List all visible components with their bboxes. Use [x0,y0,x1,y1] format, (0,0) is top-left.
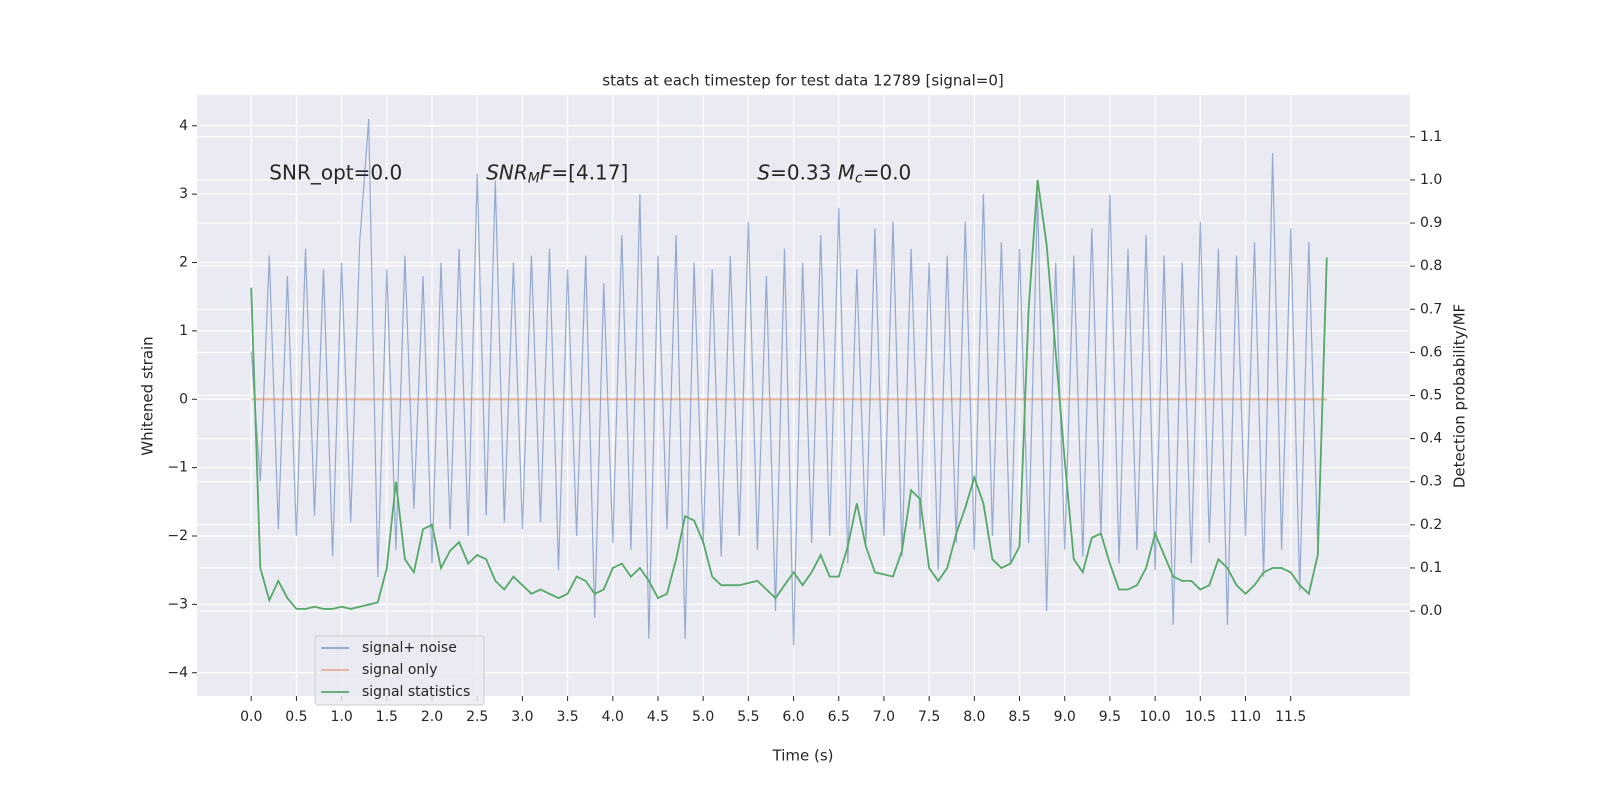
y2-tick-label: 0.6 [1420,344,1442,360]
annotation-part: S [757,160,770,184]
x-tick-label: 10.0 [1140,709,1171,725]
x-tick-label: 8.5 [1008,709,1030,725]
y2-tick-label: 0.3 [1420,474,1442,490]
annotation: SNR_opt=0.0 [269,160,402,184]
x-tick-label: 0.0 [240,709,262,725]
x-tick-label: 8.0 [963,709,985,725]
y2-axis-label: Detection probability/MF [1451,304,1469,488]
x-tick-label: 0.5 [285,709,307,725]
y-tick-label: 0 [179,391,188,407]
y-tick-label: 3 [179,186,188,202]
legend-label: signal+ noise [362,640,457,656]
annotation-part: F [540,160,552,184]
y-tick-label: −1 [167,460,188,476]
y-tick-label: 2 [179,255,188,271]
legend-label: signal statistics [362,684,470,700]
x-tick-label: 1.0 [330,709,352,725]
x-tick-label: 3.0 [511,709,533,725]
y-tick-label: 1 [179,323,188,339]
y2-tick-label: 0.9 [1420,215,1442,231]
y2-tick-label: 0.7 [1420,301,1442,317]
y2-tick-label: 0.8 [1420,258,1442,274]
annotation: S=0.33 Mc=0.0 [757,160,911,187]
annotation-part: SNR_opt=0.0 [269,160,402,184]
legend-box [314,635,485,706]
x-tick-label: 4.0 [602,709,624,725]
y2-tick-label: 0.1 [1420,560,1442,576]
series-line [250,179,1328,610]
y-tick-label: −3 [167,596,188,612]
y2-tick-label: 0.0 [1420,603,1442,619]
x-tick-label: 11.0 [1230,709,1261,725]
y-tick-label: −2 [167,528,188,544]
annotation-part: M [528,171,540,187]
annotation-part: =0.33 [770,160,838,184]
x-axis-label: Time (s) [772,747,834,765]
legend-label: signal only [362,662,437,678]
y-axis-label: Whitened strain [139,336,157,455]
y2-tick-label: 1.0 [1420,172,1442,188]
annotation-part: SNR [486,160,528,184]
annotation-part: c [855,171,863,187]
y2-tick-label: 1.1 [1420,129,1442,145]
x-tick-label: 1.5 [376,709,398,725]
y-tick-label: 4 [179,118,188,134]
annotation-part: =0.0 [863,160,912,184]
series-line [250,118,1328,646]
y2-tick-label: 0.4 [1420,431,1442,447]
x-tick-label: 11.5 [1275,709,1306,725]
x-tick-label: 6.5 [828,709,850,725]
x-tick-label: 2.5 [466,709,488,725]
chart-title: stats at each timestep for test data 127… [602,72,1003,90]
y2-tick-label: 0.5 [1420,388,1442,404]
x-tick-label: 5.0 [692,709,714,725]
x-tick-label: 4.5 [647,709,669,725]
x-tick-label: 9.0 [1054,709,1076,725]
annotation-part: M [838,160,855,184]
x-tick-label: 10.5 [1185,709,1216,725]
y2-tick-label: 0.2 [1420,517,1442,533]
x-tick-label: 7.5 [918,709,940,725]
annotation-part: =[4.17] [551,160,628,184]
x-tick-label: 3.5 [556,709,578,725]
x-tick-label: 2.0 [421,709,443,725]
x-tick-label: 6.0 [782,709,804,725]
x-tick-label: 9.5 [1099,709,1121,725]
annotation: SNRMF=[4.17] [486,160,628,187]
x-tick-label: 5.5 [737,709,759,725]
y-tick-label: −4 [167,665,188,681]
legend: signal+ noise signal only signal statistic… [314,635,485,706]
x-tick-label: 7.0 [873,709,895,725]
